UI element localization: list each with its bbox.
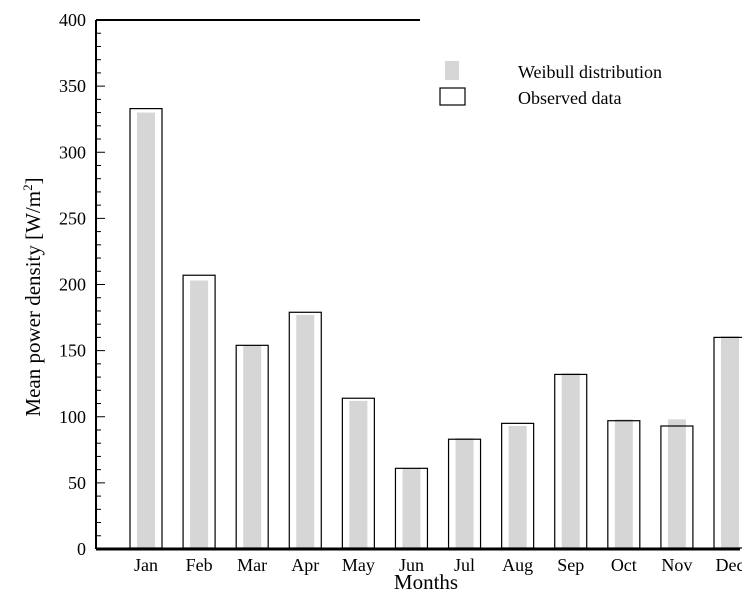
- y-tick-label: 300: [59, 142, 86, 162]
- legend: Weibull distribution Observed data: [439, 61, 662, 108]
- axes: [95, 19, 740, 551]
- weibull-bar: [243, 345, 262, 548]
- x-tick-label: Nov: [661, 555, 692, 575]
- bars: [129, 108, 742, 549]
- y-tick-label: 200: [59, 275, 86, 295]
- x-tick-label: Mar: [237, 555, 267, 575]
- y-axis-title-close: ]: [21, 177, 45, 184]
- y-axis-title-main: Mean power density [W/m: [21, 191, 45, 417]
- y-axis-title-superscript: 2: [20, 184, 35, 191]
- weibull-bar: [508, 426, 527, 548]
- y-axis-ticks: 0 50 100 150 200 250 300 350 400: [59, 10, 105, 559]
- x-tick-label: Jan: [134, 555, 158, 575]
- legend-swatch-weibull: [445, 61, 459, 80]
- weibull-bar: [455, 437, 474, 548]
- weibull-bar: [667, 419, 686, 548]
- legend-label-observed: Observed data: [518, 88, 621, 108]
- weibull-bar: [614, 419, 633, 548]
- y-tick-label: 250: [59, 208, 86, 228]
- x-axis-title: Months: [394, 570, 458, 594]
- weibull-bar: [349, 400, 368, 548]
- weibull-bar: [561, 373, 580, 548]
- y-tick-label: 150: [59, 341, 86, 361]
- x-tick-label: Apr: [291, 555, 319, 575]
- legend-swatch-observed: [439, 87, 466, 106]
- weibull-bar: [296, 314, 315, 548]
- x-axis-tick-labels: Jan Feb Mar Apr May Jun Jul Aug Sep Oct Nov Dec: [134, 555, 742, 575]
- weibull-bar: [402, 468, 421, 548]
- x-tick-label: Dec: [716, 555, 742, 575]
- x-tick-label: May: [342, 555, 375, 575]
- x-tick-label: Jun: [399, 555, 424, 575]
- weibull-bar: [721, 336, 739, 548]
- y-tick-label: 400: [59, 10, 86, 30]
- y-tick-label: 100: [59, 407, 86, 427]
- x-tick-label: Jul: [454, 555, 475, 575]
- weibull-bar: [190, 280, 209, 548]
- y-tick-label: 0: [77, 539, 86, 559]
- x-tick-label: Aug: [502, 555, 533, 575]
- x-tick-label: Feb: [186, 555, 213, 575]
- x-tick-label: Sep: [557, 555, 584, 575]
- y-tick-label: 50: [68, 473, 86, 493]
- y-tick-label: 350: [59, 76, 86, 96]
- x-tick-label: Oct: [611, 555, 637, 575]
- weibull-bar: [137, 112, 155, 548]
- legend-label-weibull: Weibull distribution: [518, 62, 662, 82]
- y-axis-title: Mean power density [W/m2]: [20, 177, 45, 416]
